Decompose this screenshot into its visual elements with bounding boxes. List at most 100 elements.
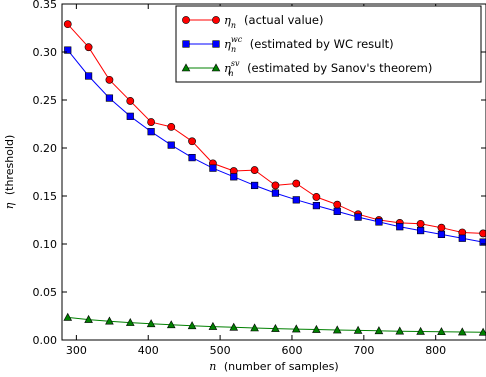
- series-2: [64, 46, 486, 246]
- data-point: [353, 325, 363, 334]
- data-point: [437, 223, 446, 232]
- data-point: [250, 181, 259, 190]
- data-point: [188, 137, 196, 146]
- legend-entry: ηsv n (estimated by Sanov's theorem): [181, 59, 432, 78]
- y-axis-label-text: (threshold): [3, 135, 16, 195]
- legend-superscript: sv: [231, 59, 240, 68]
- data-point: [84, 314, 93, 323]
- x-axis-label: n (number of samples): [209, 360, 338, 373]
- y-axis-label-var: η: [3, 202, 16, 209]
- data-point: [167, 122, 176, 131]
- legend-entry: ηwc n (estimated by WC result): [182, 35, 394, 54]
- data-point: [105, 316, 114, 325]
- data-point: [437, 230, 446, 239]
- data-point: [166, 320, 176, 329]
- legend-marker: [182, 16, 190, 24]
- data-point: [292, 179, 301, 188]
- data-point: [147, 118, 156, 126]
- data-point: [271, 323, 280, 332]
- data-point: [312, 202, 321, 210]
- data-point: [167, 141, 175, 149]
- legend-subscript: n: [228, 69, 233, 78]
- data-point: [230, 173, 238, 181]
- data-point: [332, 325, 342, 334]
- data-point: [478, 327, 486, 336]
- legend-label: ηsv n (estimated by Sanov's theorem): [224, 59, 432, 78]
- data-point: [416, 219, 425, 228]
- data-point: [354, 213, 362, 221]
- x-tick-label: 600: [281, 344, 302, 357]
- data-point: [395, 326, 405, 335]
- data-point: [374, 326, 384, 335]
- data-point: [64, 46, 72, 54]
- legend-subscript: n: [231, 21, 236, 30]
- data-point: [312, 324, 321, 333]
- legend-label: ηwc n (estimated by WC result): [224, 35, 394, 54]
- data-point: [105, 75, 114, 84]
- chart-marks: [63, 20, 486, 336]
- data-point: [250, 323, 259, 332]
- data-point: [188, 154, 196, 162]
- y-tick-label: 0.30: [33, 46, 58, 59]
- data-point: [146, 319, 156, 328]
- plot-frame: [61, 3, 486, 341]
- y-tick-label: 0.25: [33, 94, 58, 107]
- legend-description: (estimated by Sanov's theorem): [247, 61, 432, 75]
- y-tick-label: 0.35: [33, 0, 58, 11]
- legend-marker: [212, 40, 220, 48]
- legend-symbol: η: [224, 13, 231, 27]
- legend-marker: [212, 16, 220, 24]
- data-point: [125, 317, 135, 326]
- legend-label: ηn (actual value): [224, 13, 324, 30]
- data-point: [229, 322, 239, 331]
- data-point: [63, 20, 72, 29]
- data-point: [271, 181, 280, 190]
- data-point: [271, 189, 280, 197]
- x-tick-label: 400: [138, 344, 159, 357]
- data-point: [84, 72, 93, 80]
- data-point: [84, 43, 93, 52]
- x-tick-label: 800: [425, 344, 446, 357]
- legend-subscript: n: [231, 45, 236, 54]
- x-tick-label: 500: [210, 344, 231, 357]
- legend-marker: [211, 63, 221, 72]
- data-point: [333, 207, 341, 215]
- y-axis-label: η (threshold): [3, 135, 16, 209]
- data-point: [291, 324, 301, 333]
- data-point: [479, 229, 486, 238]
- data-point: [458, 234, 466, 242]
- legend-marker: [182, 40, 190, 48]
- data-point: [292, 196, 300, 204]
- legend-entry: ηn (actual value): [182, 13, 324, 30]
- x-tick-label: 300: [66, 344, 87, 357]
- data-point: [437, 327, 446, 336]
- legend-description: (estimated by WC result): [250, 37, 394, 51]
- x-axis-label-text: (number of samples): [224, 360, 339, 373]
- chart-legend: ηn (actual value)ηwc n (estimated by WC res…: [175, 5, 482, 83]
- data-point: [457, 327, 467, 336]
- data-point: [396, 223, 404, 231]
- legend-marker: [181, 63, 191, 72]
- data-point: [63, 312, 73, 321]
- legend-superscript: wc: [231, 35, 243, 44]
- y-tick-label: 0.05: [33, 286, 58, 299]
- x-axis-label-var: n: [209, 360, 216, 373]
- data-point: [105, 94, 114, 102]
- legend-description: (actual value): [244, 13, 323, 27]
- legend-symbol: η: [224, 37, 231, 51]
- data-point: [417, 226, 425, 235]
- legend-box: [175, 5, 482, 83]
- y-tick-label: 0.10: [33, 238, 58, 251]
- data-point: [333, 200, 342, 209]
- series-3: [63, 312, 486, 336]
- data-point: [126, 112, 134, 120]
- data-point: [250, 166, 259, 174]
- data-point: [126, 97, 135, 105]
- data-point: [479, 238, 486, 246]
- x-tick-label: 700: [353, 344, 374, 357]
- data-point: [209, 164, 217, 172]
- y-tick-label: 0.20: [33, 142, 58, 155]
- data-point: [375, 218, 383, 226]
- data-point: [312, 193, 321, 201]
